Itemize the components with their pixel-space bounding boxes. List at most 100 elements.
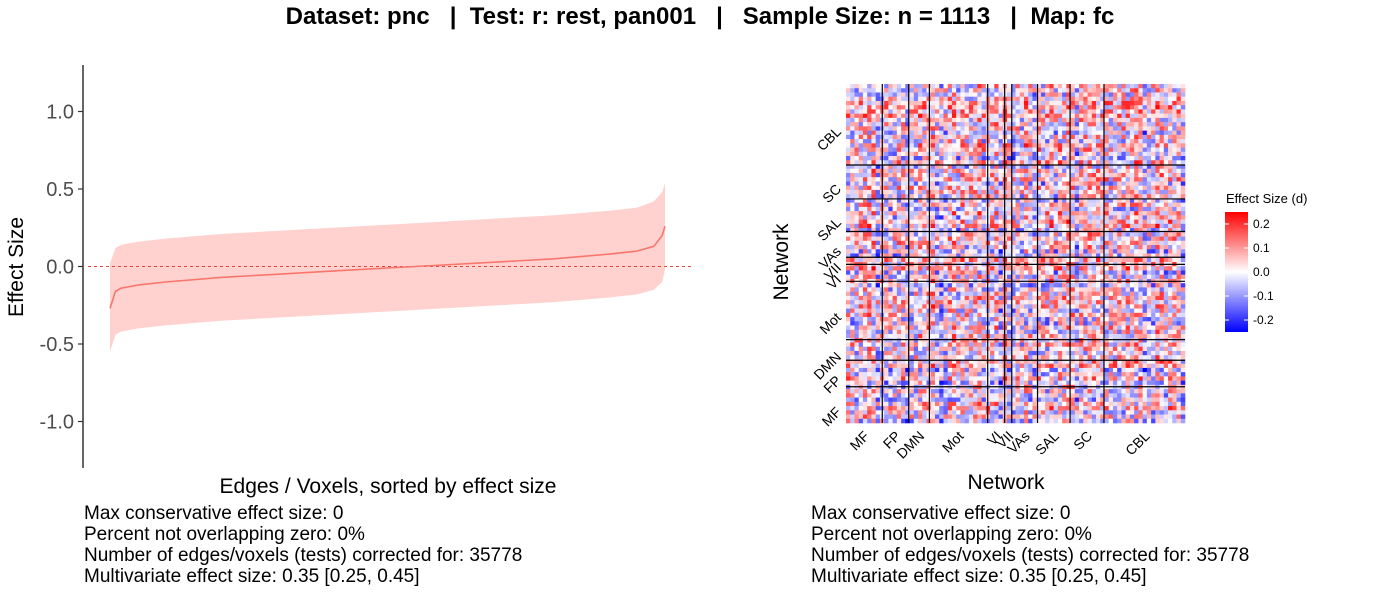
- heatmap-cell: [867, 151, 872, 157]
- heatmap-cell: [888, 139, 893, 144]
- heatmap-cell: [884, 134, 889, 140]
- heatmap-cell: [947, 236, 953, 242]
- heatmap-cell: [1096, 202, 1101, 208]
- heatmap-cell: [922, 185, 927, 191]
- heatmap-cell: [1015, 168, 1021, 174]
- heatmap-cell: [1163, 219, 1169, 225]
- heatmap-cell: [973, 274, 978, 280]
- heatmap-cell: [1180, 164, 1186, 170]
- heatmap-cell: [854, 198, 860, 203]
- heatmap-cell: [1151, 151, 1156, 157]
- heatmap-cell: [939, 126, 944, 131]
- heatmap-cell: [956, 126, 961, 131]
- heatmap-cell: [1074, 84, 1080, 89]
- heatmap-cell: [1028, 92, 1033, 98]
- heatmap-cell: [1117, 122, 1122, 127]
- heatmap-cell: [947, 206, 953, 212]
- heatmap-cell: [1159, 92, 1165, 98]
- heatmap-cell: [1049, 181, 1054, 186]
- heatmap-cell: [1011, 130, 1016, 136]
- heatmap-cell: [1036, 181, 1042, 186]
- heatmap-cell: [956, 164, 961, 170]
- heatmap-cell: [1159, 206, 1165, 212]
- heatmap-cell: [934, 143, 940, 148]
- heatmap-cell: [1138, 189, 1143, 195]
- heatmap-cell: [1040, 92, 1046, 98]
- heatmap-cell: [977, 266, 982, 271]
- heatmap-cell: [926, 194, 932, 199]
- heatmap-cell: [1096, 147, 1101, 153]
- heatmap-cell: [1028, 308, 1033, 314]
- heatmap-cell: [947, 317, 953, 322]
- heatmap-cell: [871, 338, 876, 343]
- heatmap-cell: [854, 317, 860, 322]
- heatmap-cell: [1040, 228, 1046, 233]
- heatmap-cell: [1040, 317, 1046, 322]
- heatmap-cell: [1083, 325, 1088, 331]
- heatmap-cell: [1028, 189, 1033, 195]
- heatmap-cell: [850, 287, 855, 292]
- heatmap-cell: [922, 266, 927, 271]
- heatmap-cell: [1146, 185, 1152, 191]
- heatmap-cell: [884, 283, 889, 288]
- heatmap-cell: [1108, 126, 1114, 131]
- heatmap-cell: [1019, 283, 1025, 288]
- heatmap-cell: [998, 202, 1004, 208]
- heatmap-cell: [892, 223, 898, 229]
- heatmap-cell: [930, 130, 936, 136]
- heatmap-cell: [1032, 100, 1037, 106]
- heatmap-cell: [1066, 117, 1071, 123]
- heatmap-cell: [1096, 100, 1101, 106]
- heatmap-cell: [884, 253, 889, 259]
- heatmap-cell: [1121, 317, 1126, 322]
- heatmap-cell: [1180, 109, 1186, 114]
- heatmap-cell: [1074, 232, 1080, 237]
- heatmap-cell: [871, 198, 876, 203]
- heatmap-cell: [875, 105, 881, 110]
- heatmap-cell: [875, 92, 881, 98]
- heatmap-cell: [846, 240, 851, 246]
- heatmap-cell: [850, 156, 855, 161]
- heatmap-cell: [964, 105, 970, 110]
- heatmap-cell: [1163, 105, 1169, 110]
- heatmap-cell: [947, 334, 953, 339]
- heatmap-cell: [1108, 317, 1114, 322]
- heatmap-cell: [1079, 321, 1084, 326]
- heatmap-cell: [1053, 283, 1059, 288]
- heatmap-cell: [1091, 287, 1097, 292]
- heatmap-cell: [1074, 236, 1080, 242]
- heatmap-cell: [846, 164, 851, 170]
- heatmap-cell: [1007, 240, 1012, 246]
- heatmap-cell: [964, 88, 970, 93]
- heatmap-cell: [951, 334, 957, 339]
- heatmap-cell: [892, 92, 898, 98]
- heatmap-cell: [1142, 206, 1148, 212]
- heatmap-cell: [922, 126, 927, 131]
- heatmap-cell: [930, 321, 936, 326]
- heatmap-cell: [1100, 228, 1105, 233]
- heatmap-cell: [994, 134, 999, 140]
- heatmap-cell: [918, 270, 923, 275]
- heatmap-cell: [990, 194, 995, 199]
- heatmap-cell: [964, 240, 970, 246]
- heatmap-cell: [977, 130, 982, 136]
- heatmap-cell: [1079, 164, 1084, 170]
- heatmap-cell: [1007, 147, 1012, 153]
- heatmap-cell: [1134, 134, 1139, 140]
- heatmap-cell: [1015, 130, 1021, 136]
- heatmap-cell: [1045, 202, 1050, 208]
- heatmap-cell: [1070, 100, 1076, 106]
- heatmap-cell: [1007, 151, 1012, 157]
- heatmap-cell: [1104, 338, 1110, 343]
- heatmap-cell: [1117, 109, 1122, 114]
- heatmap-cell: [977, 245, 982, 250]
- heatmap-cell: [943, 253, 948, 259]
- heatmap-cell: [846, 317, 851, 322]
- heatmap-cell: [1108, 143, 1114, 148]
- heatmap-cell: [1180, 321, 1186, 326]
- heatmap-cell: [1159, 232, 1165, 237]
- heatmap-cell: [1104, 88, 1110, 93]
- heatmap-cell: [1015, 253, 1021, 259]
- heatmap-cell: [892, 88, 898, 93]
- heatmap-cell: [1121, 295, 1126, 301]
